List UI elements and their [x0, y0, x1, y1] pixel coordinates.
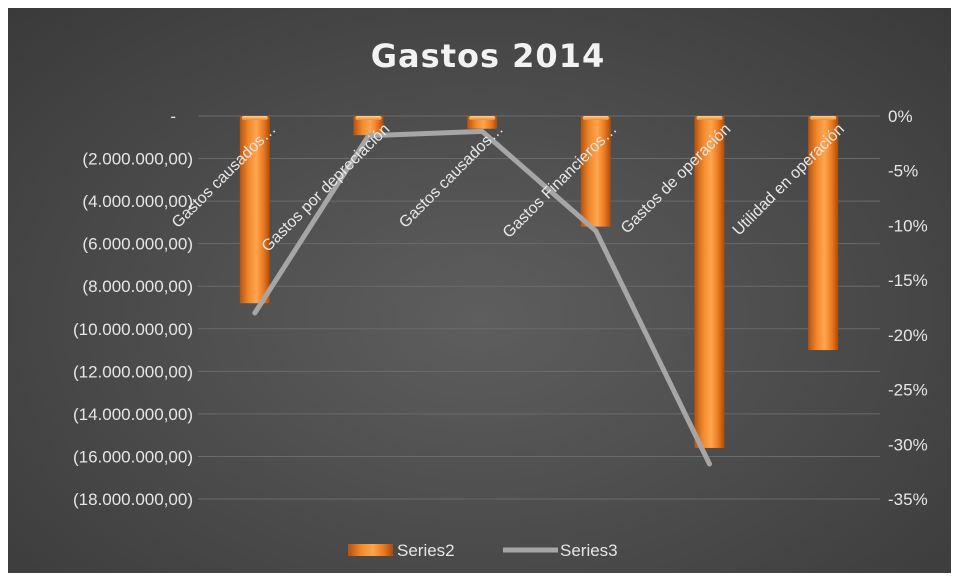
right-tick-label: -20%	[888, 326, 928, 345]
right-tick-label: -35%	[888, 490, 928, 509]
legend-label-series3: Series3	[560, 541, 618, 560]
series3-line	[252, 128, 712, 467]
bar	[694, 116, 725, 448]
category-label: Gastos causados…	[396, 121, 507, 232]
bar-top-cap	[469, 116, 496, 120]
bar-top-cap	[355, 116, 382, 120]
bar-series	[239, 116, 839, 448]
left-tick-label: -	[170, 107, 176, 126]
legend-label-series2: Series2	[397, 541, 455, 560]
bar	[353, 116, 384, 136]
legend: Series2 Series3	[348, 541, 618, 560]
left-tick-label: (6.000.000,00)	[82, 235, 193, 254]
right-tick-label: -5%	[888, 162, 918, 181]
bar	[239, 116, 270, 304]
line-series	[252, 128, 712, 467]
chart-area: Gastos 2014 - (2.000.000,00) (4.000.000,00…	[8, 8, 951, 573]
category-label: Gastos por depreciación	[259, 121, 394, 256]
bar-top-cap	[810, 116, 837, 120]
right-axis: 0% -5% -10% -15% -20% -25% -30% -35%	[888, 107, 928, 509]
legend-item-series3: Series3	[503, 541, 618, 560]
bar-top-cap	[696, 116, 723, 120]
left-tick-label: (14.000.000,00)	[73, 405, 193, 424]
right-tick-label: -15%	[888, 271, 928, 290]
gridlines	[198, 115, 880, 500]
left-tick-label: (10.000.000,00)	[73, 320, 193, 339]
left-tick-label: (18.000.000,00)	[73, 490, 193, 509]
legend-item-series2: Series2	[348, 541, 455, 560]
right-tick-label: -30%	[888, 435, 928, 454]
left-axis: - (2.000.000,00) (4.000.000,00) (6.000.000,…	[73, 107, 193, 509]
bar-top-cap	[241, 116, 268, 120]
bar	[808, 116, 839, 351]
left-tick-label: (8.000.000,00)	[82, 277, 193, 296]
right-tick-label: -25%	[888, 381, 928, 400]
right-tick-label: -10%	[888, 216, 928, 235]
left-tick-label: (12.000.000,00)	[73, 362, 193, 381]
left-tick-label: (2.000.000,00)	[82, 150, 193, 169]
category-labels: Gastos causados…Gastos por depreciación G…	[169, 121, 848, 256]
legend-swatch-series2	[348, 544, 393, 556]
left-tick-label: (16.000.000,00)	[73, 447, 193, 466]
chart-title: Gastos 2014	[371, 37, 605, 75]
bar	[580, 116, 611, 227]
chart-svg: Gastos 2014 - (2.000.000,00) (4.000.000,00…	[73, 37, 928, 560]
bar-top-cap	[582, 116, 609, 120]
right-tick-label: 0%	[888, 107, 913, 126]
left-tick-label: (4.000.000,00)	[82, 192, 193, 211]
